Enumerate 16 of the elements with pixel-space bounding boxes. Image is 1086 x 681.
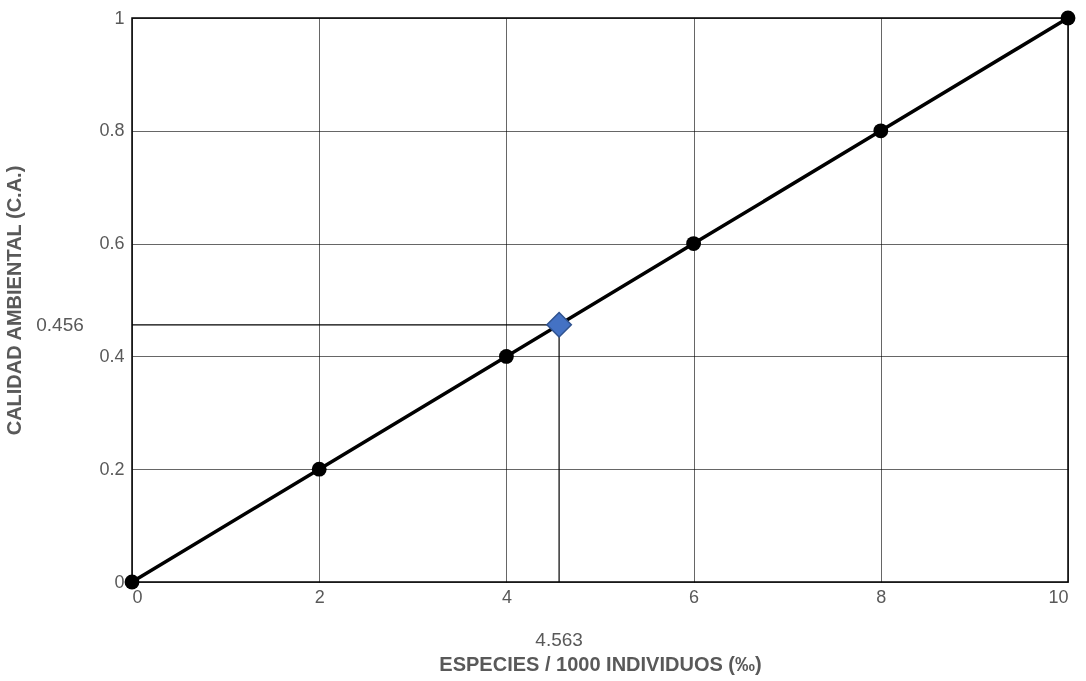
y-tick-label: 1 [114,7,125,28]
x-tick-label: 8 [876,586,887,607]
x-tick-label: 0 [132,586,143,607]
y-tick-label: 0.2 [99,458,125,479]
x-tick-label: 10 [1048,586,1069,607]
x-tick-label: 2 [314,586,325,607]
ref-line-label: 0.456 [36,313,84,335]
x-tick-label: 4 [501,586,512,607]
y-tick-label: 0.8 [99,120,125,141]
x-axis-title: ESPECIES / 1000 INDIVIDUOS (‰) [439,652,762,675]
y-axis-title: CALIDAD AMBIENTAL (C.A.) [3,165,26,436]
ref-line-label: 4.563 [535,629,583,650]
y-tick-label: 0 [114,571,125,592]
x-tick-label: 6 [689,586,700,607]
y-tick-label: 0.6 [99,233,125,254]
y-tick-label: 0.4 [99,345,125,366]
